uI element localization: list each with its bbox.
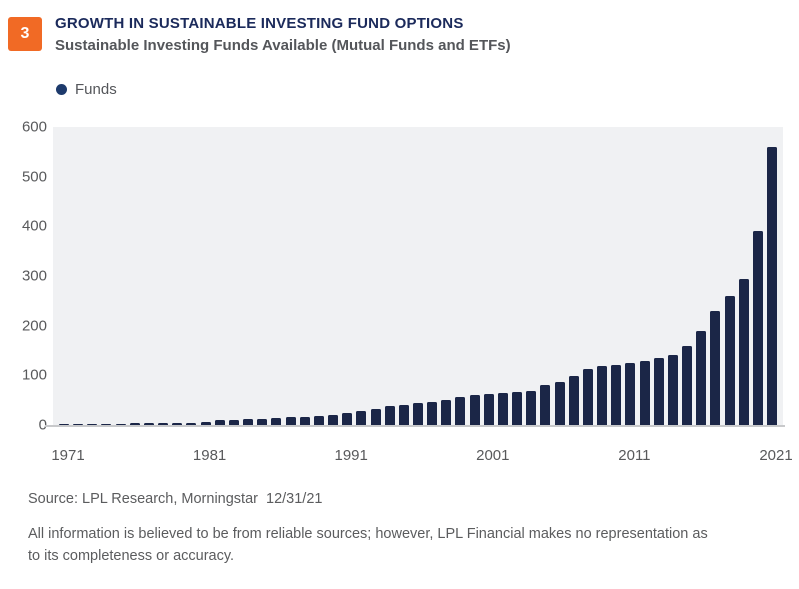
bar-1995 — [398, 404, 409, 425]
bar-1971 — [59, 423, 69, 425]
bar-1974 — [101, 423, 112, 425]
y-tick-label: 300 — [21, 267, 47, 285]
y-axis: 0 100 200 300 400 500 600 — [0, 119, 47, 434]
bar-1987 — [285, 416, 296, 425]
bar-2011 — [625, 362, 636, 425]
bar-1993 — [370, 408, 381, 425]
bar-2004 — [526, 390, 537, 425]
bar-1991 — [342, 413, 353, 425]
bar-2021 — [767, 146, 777, 425]
bar-1990 — [328, 415, 339, 425]
x-tick-label: 2011 — [618, 447, 651, 464]
bar-1975 — [115, 423, 126, 425]
bar-1985 — [257, 418, 268, 425]
plot-area — [53, 127, 783, 425]
y-tick-label: 200 — [21, 317, 47, 335]
legend-dot-icon — [56, 84, 67, 95]
bar-1996 — [413, 402, 423, 425]
x-tick-label: 2001 — [476, 447, 510, 464]
bar-1979 — [172, 422, 183, 425]
y-tick-label: 0 — [38, 416, 47, 434]
chart-title: GROWTH IN SUSTAINABLE INVESTING FUND OPT… — [55, 15, 464, 32]
bar-1972 — [73, 423, 84, 425]
x-tick-label: 1971 — [51, 447, 85, 464]
x-tick-label: 2021 — [759, 447, 793, 464]
x-tick-label: 1991 — [334, 447, 368, 464]
bar-2019 — [738, 278, 749, 425]
bar-2008 — [582, 369, 593, 425]
y-tick-label: 100 — [21, 366, 47, 384]
bar-2003 — [512, 392, 523, 425]
bar-1992 — [356, 410, 367, 425]
y-tick-label: 600 — [21, 118, 47, 136]
bar-1982 — [214, 420, 225, 425]
bar-2001 — [483, 394, 494, 425]
bar-2017 — [710, 310, 721, 425]
y-tick-label: 400 — [21, 217, 47, 235]
bar-1999 — [455, 396, 466, 425]
bar-2002 — [497, 393, 508, 425]
bar-1998 — [441, 400, 452, 425]
bar-1978 — [158, 423, 169, 425]
bar-1981 — [200, 422, 211, 425]
disclaimer-text: All information is believed to be from r… — [28, 526, 708, 564]
x-axis: 1971 1981 1991 2001 2011 2021 — [51, 447, 792, 467]
bar-2014 — [667, 355, 678, 425]
bar-2007 — [568, 375, 579, 425]
bar-1989 — [313, 415, 324, 425]
bar-1977 — [143, 423, 154, 425]
bar-1988 — [299, 416, 310, 425]
bar-2012 — [639, 361, 650, 425]
bar-1984 — [243, 418, 254, 425]
bar-2016 — [696, 330, 707, 425]
bar-2009 — [597, 366, 608, 425]
bar-1980 — [186, 422, 197, 425]
x-axis-line — [45, 425, 785, 427]
legend-label: Funds — [75, 81, 117, 98]
source-note: Source: LPL Research, Morningstar 12/31/… — [28, 491, 323, 507]
bar-2020 — [752, 231, 763, 425]
bar-1986 — [271, 417, 282, 425]
bar-1976 — [129, 423, 140, 425]
bar-2000 — [469, 395, 480, 425]
y-tick-label: 500 — [21, 168, 47, 186]
bar-1983 — [228, 419, 239, 425]
bar-2013 — [653, 358, 664, 425]
bar-1994 — [384, 406, 395, 425]
bar-2010 — [611, 364, 622, 425]
bar-1997 — [427, 401, 438, 425]
bar-2018 — [724, 295, 735, 425]
bar-2006 — [554, 381, 565, 425]
x-tick-label: 1981 — [192, 447, 227, 464]
figure-number-badge: 3 — [8, 17, 42, 51]
bar-2005 — [540, 385, 551, 425]
chart-subtitle: Sustainable Investing Funds Available (M… — [55, 37, 511, 54]
legend: Funds — [56, 81, 117, 98]
bar-2015 — [682, 345, 693, 425]
bar-1973 — [87, 423, 98, 425]
